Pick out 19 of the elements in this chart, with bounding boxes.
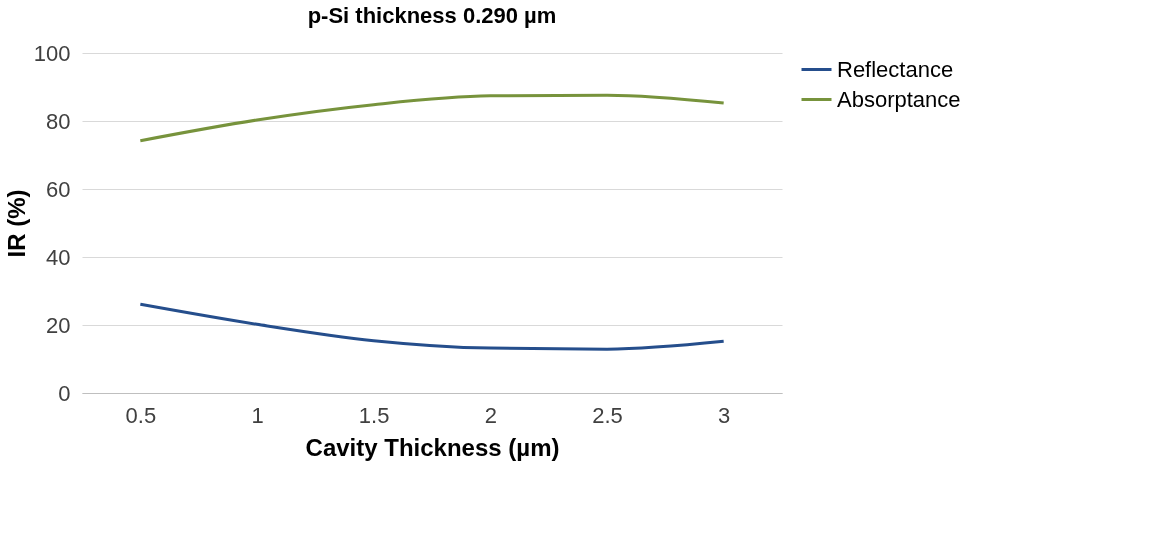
- x-tick-label: 3: [718, 402, 731, 428]
- y-tick-label: 40: [46, 244, 71, 270]
- x-axis-title: Cavity Thickness (µm): [305, 433, 560, 461]
- x-tick-label: 1.5: [358, 402, 390, 428]
- y-tick-label: 20: [46, 312, 71, 338]
- y-axis-title: IR (%): [2, 189, 30, 258]
- x-tick-label: 1: [251, 402, 264, 428]
- legend-label: Absorptance: [837, 86, 961, 112]
- x-tick-label: 2: [484, 402, 497, 428]
- line-series: [138, 93, 726, 143]
- y-tick-label: 0: [58, 380, 71, 406]
- legend-label: Reflectance: [837, 56, 954, 82]
- chart-title: p-Si thickness 0.290 µm: [307, 3, 557, 28]
- y-tick-label: 60: [46, 176, 71, 202]
- line-series: [138, 302, 726, 351]
- x-tick-label: 2.5: [592, 402, 623, 428]
- y-tick-label: 80: [46, 108, 71, 134]
- y-tick-label: 100: [33, 40, 71, 66]
- x-tick-label: 0.5: [125, 402, 157, 428]
